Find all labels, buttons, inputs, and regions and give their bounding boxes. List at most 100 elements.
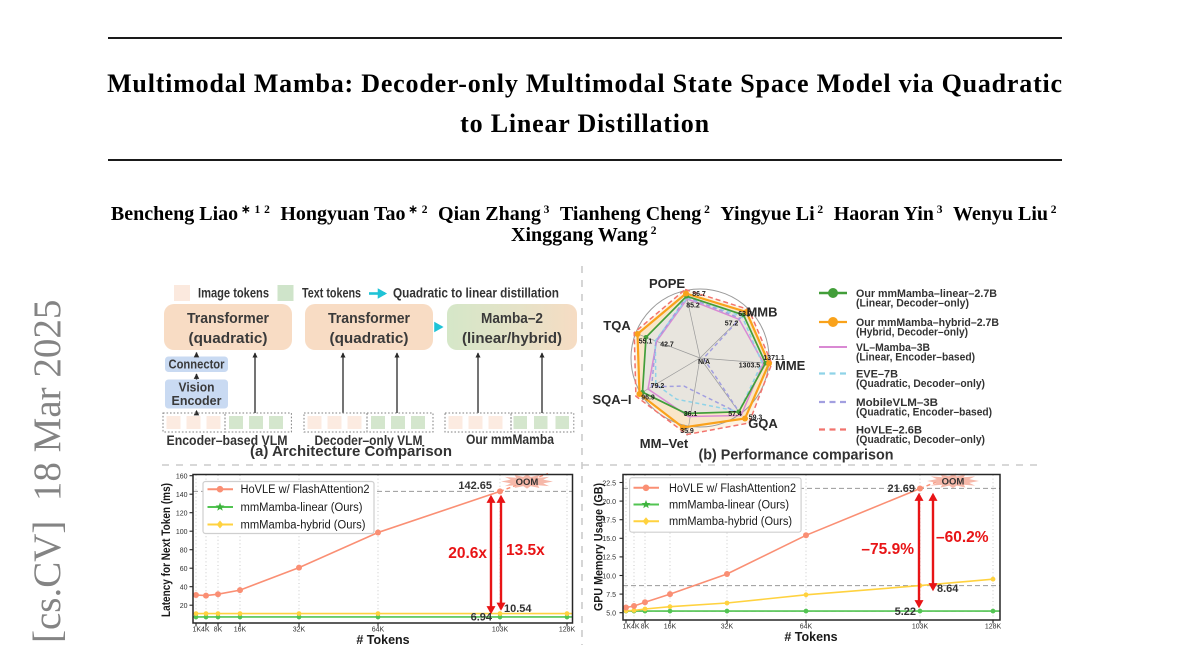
svg-text:(quadratic): (quadratic) <box>189 331 268 347</box>
svg-text:40: 40 <box>180 585 188 592</box>
svg-text:(quadratic): (quadratic) <box>330 331 409 347</box>
svg-text:142.65: 142.65 <box>458 480 492 492</box>
svg-text:mmMamba-linear (Ours): mmMamba-linear (Ours) <box>669 500 789 512</box>
svg-text:5.22: 5.22 <box>895 606 916 618</box>
svg-text:20: 20 <box>180 603 188 610</box>
svg-text:MMB: MMB <box>746 305 777 320</box>
svg-text:13.5x: 13.5x <box>506 542 545 559</box>
svg-text:59.3: 59.3 <box>749 415 763 422</box>
svg-text:(Quadratic, Decoder–only): (Quadratic, Decoder–only) <box>856 434 985 446</box>
svg-text:OOM: OOM <box>516 477 539 488</box>
svg-text:120: 120 <box>176 511 188 518</box>
svg-text:63.7: 63.7 <box>738 311 752 318</box>
svg-text:160: 160 <box>176 474 188 481</box>
svg-text:7.5: 7.5 <box>606 592 616 599</box>
svg-text:79.2: 79.2 <box>651 383 665 390</box>
svg-text:36.1: 36.1 <box>684 411 698 418</box>
svg-text:Encoder–based VLM: Encoder–based VLM <box>167 433 288 448</box>
svg-text:Our mmMamba–hybrid–2.7B: Our mmMamba–hybrid–2.7B <box>856 317 999 329</box>
svg-text:57.2: 57.2 <box>725 321 739 328</box>
svg-text:96.9: 96.9 <box>641 395 655 402</box>
svg-text:10.54: 10.54 <box>504 603 532 615</box>
svg-text:–60.2%: –60.2% <box>936 529 989 546</box>
svg-text:128K: 128K <box>559 627 576 634</box>
svg-text:21.69: 21.69 <box>887 483 915 495</box>
svg-text:8K: 8K <box>641 624 650 631</box>
svg-text:103K: 103K <box>912 624 929 631</box>
svg-text:(b) Performance comparison: (b) Performance comparison <box>699 447 894 464</box>
svg-text:MME: MME <box>775 358 806 373</box>
svg-text:Text tokens: Text tokens <box>302 285 361 301</box>
svg-text:128K: 128K <box>985 624 1002 631</box>
svg-text:Latency for Next Token (ms): Latency for Next Token (ms) <box>161 483 173 617</box>
svg-text:(Linear, Decoder–only): (Linear, Decoder–only) <box>856 298 969 310</box>
svg-text:42.7: 42.7 <box>660 342 674 349</box>
svg-text:N/A: N/A <box>698 359 710 366</box>
svg-text:–75.9%: –75.9% <box>861 541 914 558</box>
svg-text:60: 60 <box>180 566 188 573</box>
svg-text:32K: 32K <box>293 627 306 634</box>
svg-text:140: 140 <box>176 492 188 499</box>
svg-text:12.5: 12.5 <box>602 555 616 562</box>
svg-text:(Quadratic, Decoder–only): (Quadratic, Decoder–only) <box>856 378 985 390</box>
svg-text:(a) Architecture Comparison: (a) Architecture Comparison <box>250 443 452 460</box>
svg-text:mmMamba-linear (Ours): mmMamba-linear (Ours) <box>241 502 363 514</box>
svg-text:Vision: Vision <box>179 381 215 395</box>
svg-text:Mamba–2: Mamba–2 <box>481 311 543 327</box>
svg-text:55.1: 55.1 <box>639 339 653 346</box>
svg-text:(Quadratic, Encoder–based): (Quadratic, Encoder–based) <box>856 407 992 419</box>
svg-text:POPE: POPE <box>649 276 685 291</box>
svg-text:5.0: 5.0 <box>606 611 616 618</box>
svg-text:Transformer: Transformer <box>328 311 410 327</box>
svg-text:64K: 64K <box>800 624 813 631</box>
svg-text:GQA: GQA <box>748 416 778 431</box>
svg-text:86.7: 86.7 <box>692 291 706 298</box>
svg-text:Transformer: Transformer <box>187 311 269 327</box>
svg-text:TQA: TQA <box>603 318 631 333</box>
svg-text:6.94: 6.94 <box>471 612 493 624</box>
svg-text:(Linear, Encoder–based): (Linear, Encoder–based) <box>856 352 975 364</box>
svg-text:Our mmMamba–linear–2.7B: Our mmMamba–linear–2.7B <box>856 288 997 300</box>
svg-text:Encoder: Encoder <box>172 394 222 408</box>
svg-text:Decoder–only VLM: Decoder–only VLM <box>315 433 423 448</box>
svg-text:OOM: OOM <box>942 477 965 488</box>
svg-text:1K4K: 1K4K <box>192 627 209 634</box>
svg-text:35.9: 35.9 <box>680 428 694 435</box>
svg-text:GPU Memory Usage (GB): GPU Memory Usage (GB) <box>594 483 606 611</box>
svg-text:# Tokens: # Tokens <box>784 630 837 644</box>
svg-text:85.2: 85.2 <box>686 303 700 310</box>
svg-text:HoVLE w/ FlashAttention2: HoVLE w/ FlashAttention2 <box>241 484 370 496</box>
svg-text:15.0: 15.0 <box>602 536 616 543</box>
svg-text:(Hybrid, Decoder–only): (Hybrid, Decoder–only) <box>856 327 968 339</box>
svg-text:32K: 32K <box>721 624 734 631</box>
svg-text:8K: 8K <box>214 627 223 634</box>
svg-text:HoVLE–2.6B: HoVLE–2.6B <box>856 425 922 437</box>
svg-text:MobileVLM–3B: MobileVLM–3B <box>856 397 938 409</box>
svg-text:103K: 103K <box>492 627 509 634</box>
svg-text:8.64: 8.64 <box>937 583 959 595</box>
svg-text:Quadratic to linear distillati: Quadratic to linear distillation <box>393 285 559 301</box>
svg-text:80: 80 <box>180 548 188 555</box>
svg-text:Image tokens: Image tokens <box>198 285 269 301</box>
svg-text:1K4K: 1K4K <box>622 624 639 631</box>
svg-text:mmMamba-hybrid (Ours): mmMamba-hybrid (Ours) <box>241 520 366 532</box>
svg-text:57.4: 57.4 <box>728 411 742 418</box>
svg-text:HoVLE w/ FlashAttention2: HoVLE w/ FlashAttention2 <box>669 483 796 495</box>
svg-text:1371.1: 1371.1 <box>763 355 785 362</box>
svg-text:EVE–7B: EVE–7B <box>856 369 898 381</box>
svg-text:16K: 16K <box>664 624 677 631</box>
svg-text:17.5: 17.5 <box>602 518 616 525</box>
svg-text:100: 100 <box>176 529 188 536</box>
svg-text:16K: 16K <box>234 627 247 634</box>
svg-text:SQA–I: SQA–I <box>592 392 631 407</box>
svg-text:64K: 64K <box>372 627 385 634</box>
svg-text:20.0: 20.0 <box>602 499 616 506</box>
svg-text:mmMamba-hybrid (Ours): mmMamba-hybrid (Ours) <box>669 516 792 528</box>
svg-text:22.5: 22.5 <box>602 480 616 487</box>
svg-text:# Tokens: # Tokens <box>356 633 409 647</box>
svg-text:20.6x: 20.6x <box>448 545 487 562</box>
svg-text:VL–Mamba–3B: VL–Mamba–3B <box>856 342 930 354</box>
svg-text:10.0: 10.0 <box>602 573 616 580</box>
svg-text:MM–Vet: MM–Vet <box>640 436 689 451</box>
svg-text:Our mmMamba: Our mmMamba <box>466 432 554 447</box>
